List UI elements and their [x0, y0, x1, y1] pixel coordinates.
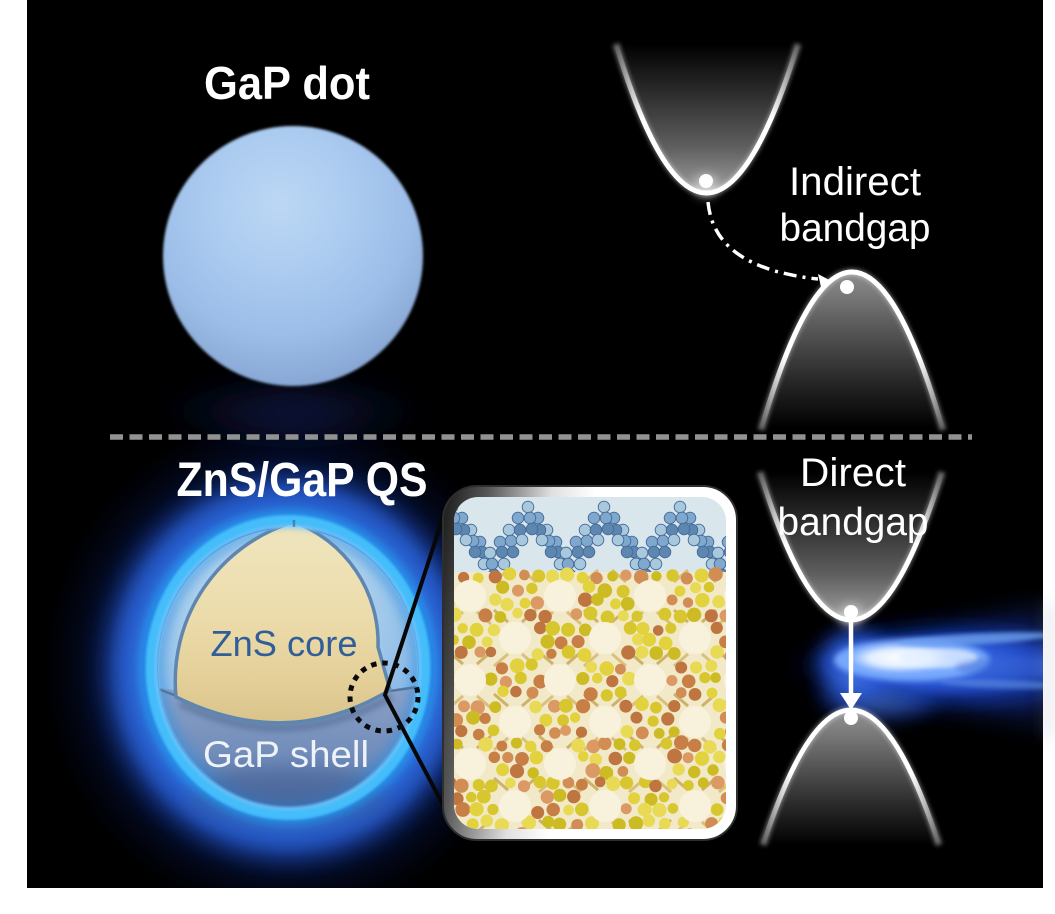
svg-text:Indirect: Indirect	[789, 160, 921, 204]
svg-text:GaP dot: GaP dot	[204, 57, 370, 109]
svg-text:bandgap: bandgap	[780, 207, 931, 250]
svg-text:Direct: Direct	[800, 451, 906, 495]
svg-text:GaP shell: GaP shell	[203, 733, 369, 775]
svg-text:ZnS/GaP QS: ZnS/GaP QS	[177, 454, 428, 507]
svg-text:bandgap: bandgap	[778, 501, 929, 544]
svg-text:ZnS core: ZnS core	[211, 623, 358, 664]
